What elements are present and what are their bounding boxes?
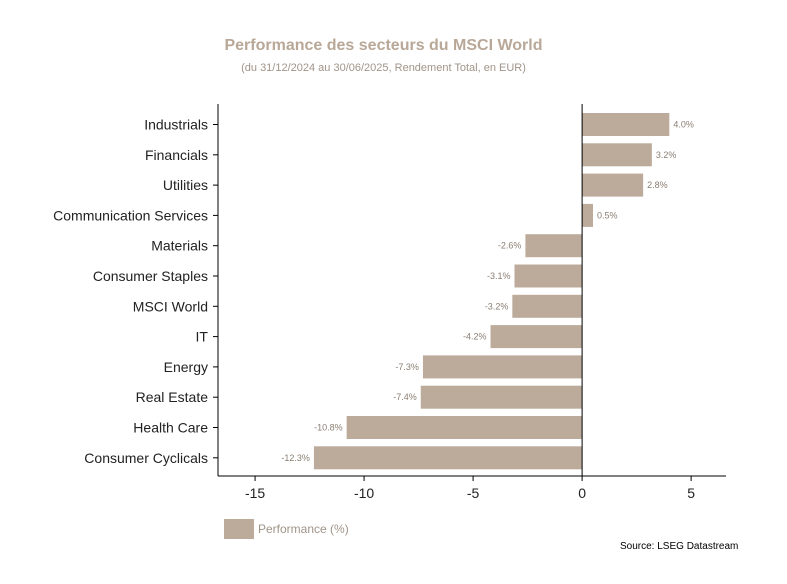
legend-label: Performance (%): [258, 522, 349, 536]
value-label: -4.2%: [463, 332, 487, 342]
bar: [514, 264, 583, 288]
bar: [582, 143, 652, 167]
value-label: 4.0%: [673, 120, 694, 130]
bar: [422, 355, 583, 379]
value-label: -10.8%: [314, 423, 343, 433]
bar: [313, 446, 583, 470]
value-label: -3.2%: [485, 301, 509, 311]
value-label: 2.8%: [647, 180, 668, 190]
value-label: 0.5%: [597, 210, 618, 220]
chart-subtitle: (du 31/12/2024 au 30/06/2025, Rendement …: [241, 62, 526, 74]
bar: [582, 113, 670, 136]
bar: [490, 325, 583, 349]
category-label: Energy: [164, 359, 208, 375]
x-tick-label: -10: [354, 485, 374, 501]
x-tick-label: -15: [245, 485, 265, 501]
chart-title: Performance des secteurs du MSCI World: [224, 37, 543, 54]
bar: [525, 234, 583, 258]
value-label: 3.2%: [656, 150, 677, 160]
category-label: Financials: [145, 147, 208, 163]
value-label: -3.1%: [487, 271, 511, 281]
value-label: -12.3%: [281, 453, 310, 463]
x-tick-label: 0: [578, 485, 586, 501]
value-label: -7.3%: [395, 362, 419, 372]
legend-swatch: [224, 519, 254, 539]
bar: [582, 203, 594, 227]
source-note: Source: LSEG Datastream: [620, 541, 739, 552]
legend: Performance (%): [224, 519, 349, 539]
value-label: -7.4%: [393, 392, 417, 402]
category-label: Communication Services: [53, 207, 208, 223]
category-label: IT: [196, 329, 209, 345]
x-tick-label: 5: [687, 485, 695, 501]
bar: [582, 173, 644, 197]
category-label: Real Estate: [136, 389, 209, 405]
category-label: Consumer Staples: [93, 268, 208, 284]
value-label: -2.6%: [498, 241, 522, 251]
category-label: Health Care: [133, 420, 208, 436]
category-label: Utilities: [163, 177, 208, 193]
bar: [420, 385, 583, 409]
bar: [346, 416, 583, 439]
category-label: Materials: [151, 238, 208, 254]
bar: [512, 294, 583, 318]
category-label: MSCI World: [133, 298, 208, 314]
category-label: Consumer Cyclicals: [84, 450, 208, 466]
x-tick-label: -5: [467, 485, 480, 501]
category-label: Industrials: [144, 117, 208, 133]
